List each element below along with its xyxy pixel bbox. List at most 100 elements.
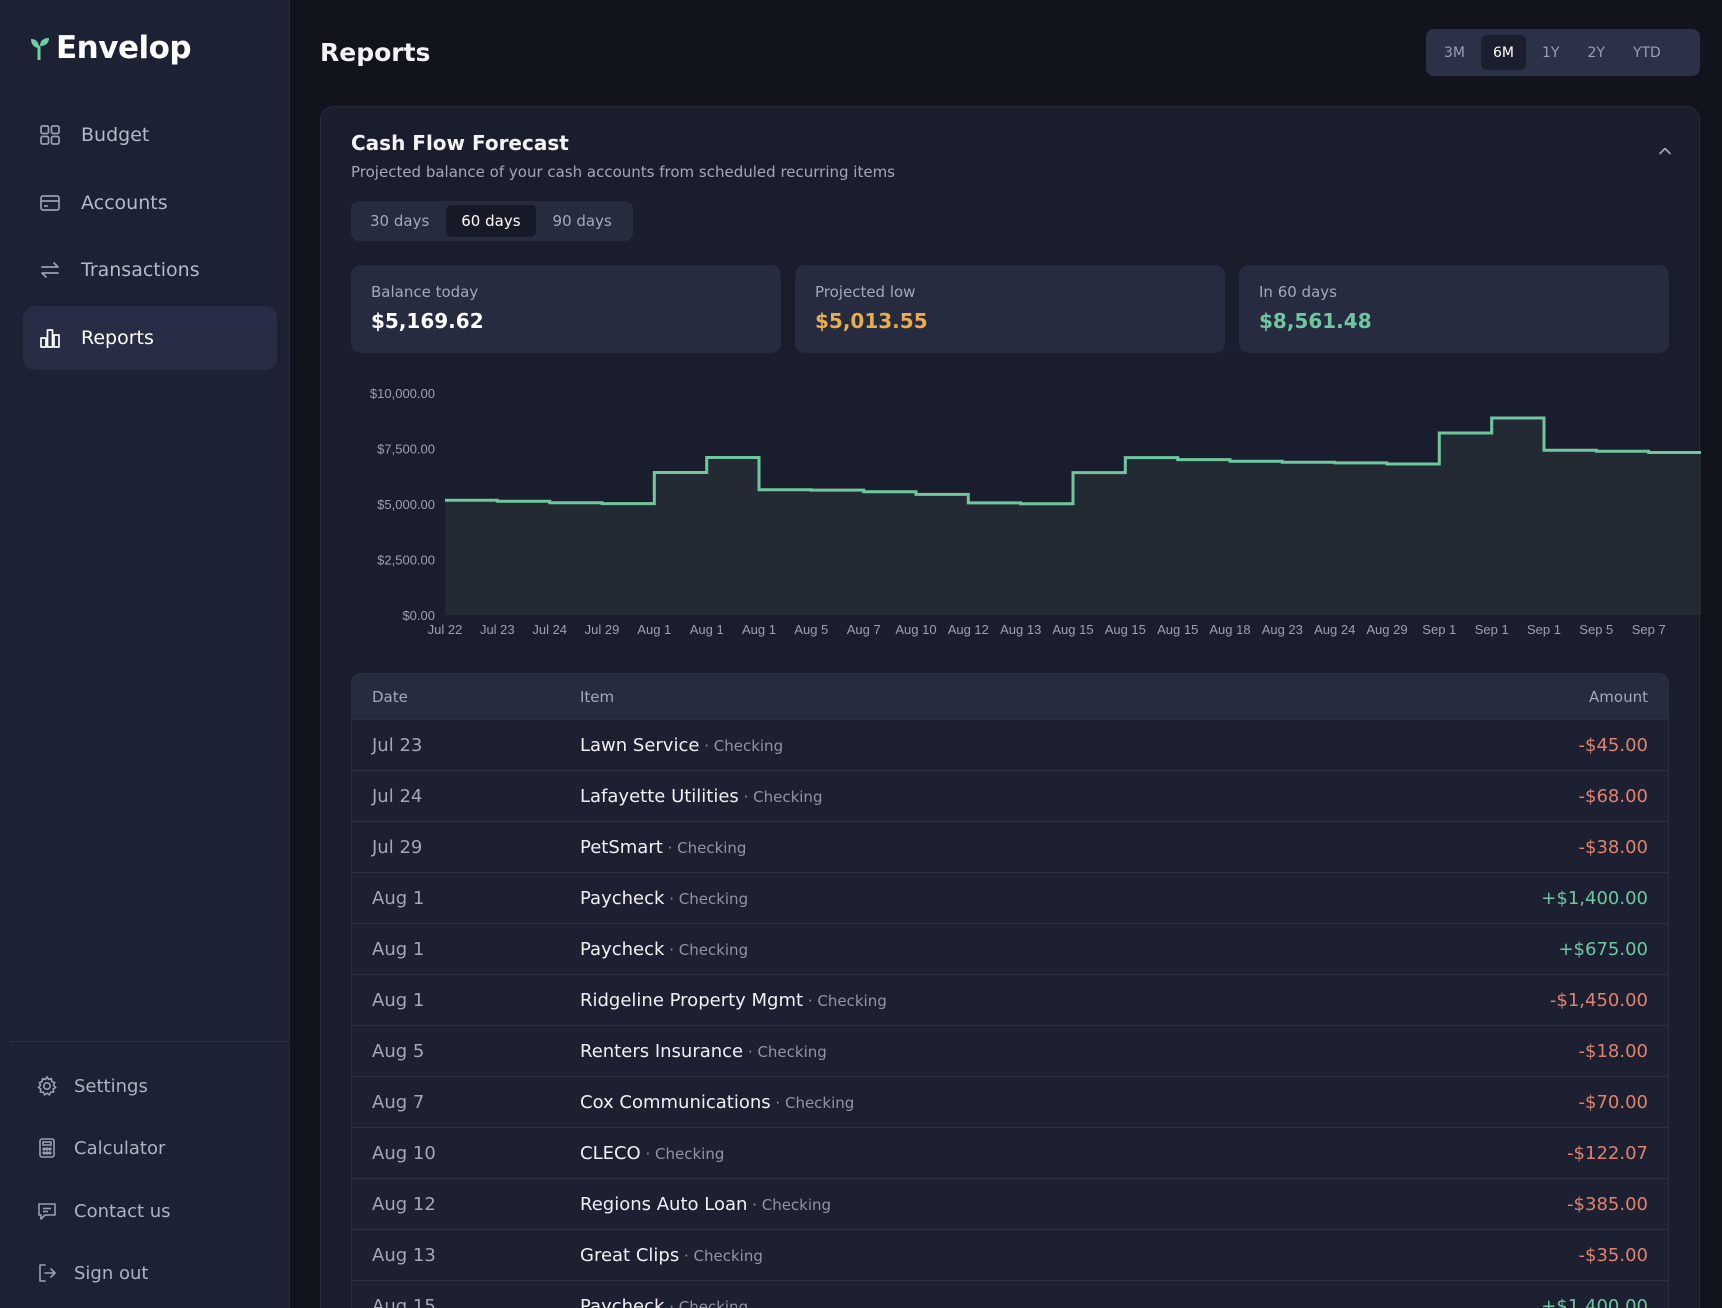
- x-tick-label: Aug 15: [1052, 622, 1093, 637]
- x-tick-label: Aug 1: [637, 622, 671, 637]
- table-row[interactable]: Aug 5 Renters Insurance · Checking -$18.00: [352, 1025, 1668, 1076]
- separator-dot: ·: [743, 1042, 758, 1061]
- item-account: Checking: [678, 1297, 749, 1308]
- row-amount: +$1,400.00: [1541, 887, 1648, 909]
- chevron-up-icon[interactable]: [1657, 143, 1673, 159]
- brand-logo[interactable]: Envelop: [30, 30, 192, 66]
- card-title: Cash Flow Forecast: [351, 131, 569, 155]
- days-60-button[interactable]: 60 days: [446, 205, 536, 237]
- item-name: Lawn Service: [580, 734, 700, 756]
- nav-item-accounts[interactable]: Accounts: [23, 171, 277, 235]
- x-tick-label: Aug 29: [1366, 622, 1407, 637]
- nav-item-transactions[interactable]: Transactions: [23, 238, 277, 302]
- balance-step[interactable]: [1335, 461, 1387, 465]
- balance-step[interactable]: [1021, 502, 1073, 506]
- calculator-link[interactable]: Calculator: [36, 1137, 165, 1159]
- row-date: Aug 1: [372, 887, 425, 909]
- x-tick-label: Jul 23: [480, 622, 515, 637]
- balance-step[interactable]: [759, 488, 811, 492]
- balance-step[interactable]: [1073, 471, 1125, 475]
- row-amount: -$70.00: [1578, 1091, 1648, 1113]
- balance-step[interactable]: [1178, 458, 1230, 462]
- row-date: Aug 10: [372, 1142, 436, 1164]
- range-1y-button[interactable]: 1Y: [1542, 44, 1560, 61]
- balance-step[interactable]: [445, 498, 497, 502]
- stat-value: $8,561.48: [1259, 309, 1372, 333]
- balance-step[interactable]: [864, 490, 916, 494]
- balance-step[interactable]: [1649, 451, 1701, 455]
- separator-dot: ·: [664, 1297, 679, 1308]
- days-90-button[interactable]: 90 days: [552, 212, 612, 230]
- balance-step[interactable]: [602, 502, 654, 506]
- table-row[interactable]: Jul 29 PetSmart · Checking -$38.00: [352, 821, 1668, 872]
- balance-step[interactable]: [1439, 431, 1491, 435]
- item-name: Paycheck: [580, 1295, 665, 1308]
- separator-dot: ·: [662, 838, 678, 857]
- item-name: Paycheck: [580, 887, 665, 909]
- separator-dot: ·: [699, 736, 714, 755]
- sign-out-link[interactable]: Sign out: [36, 1262, 148, 1284]
- table-row[interactable]: Aug 10 CLECO · Checking -$122.07: [352, 1127, 1668, 1178]
- table-row[interactable]: Aug 12 Regions Auto Loan · Checking -$385.…: [352, 1178, 1668, 1229]
- item-name: Renters Insurance: [580, 1040, 744, 1062]
- balance-step[interactable]: [654, 471, 706, 475]
- row-date: Jul 23: [372, 734, 423, 756]
- separator-dot: ·: [770, 1093, 785, 1112]
- balance-step[interactable]: [811, 488, 863, 492]
- leaf-icon: [31, 38, 49, 60]
- balance-step[interactable]: [916, 492, 968, 496]
- table-row[interactable]: Aug 1 Paycheck · Checking +$675.00: [352, 923, 1668, 974]
- nav-item-budget[interactable]: Budget: [23, 103, 277, 167]
- table-row[interactable]: Jul 23 Lawn Service · Checking -$45.00: [352, 719, 1668, 770]
- x-tick-label: Sep 1: [1475, 622, 1509, 637]
- balance-step[interactable]: [1544, 448, 1596, 452]
- table-row[interactable]: Aug 15 Paycheck · Checking +$1,400.00: [352, 1280, 1668, 1308]
- y-tick-label: $10,000.00: [370, 386, 435, 401]
- contact-us-link[interactable]: Contact us: [36, 1200, 171, 1222]
- x-tick-label: Sep 1: [1527, 622, 1561, 637]
- separator-dot: ·: [664, 889, 679, 908]
- table-row[interactable]: Jul 24 Lafayette Utilities · Checking -$68…: [352, 770, 1668, 821]
- balance-step[interactable]: [1282, 460, 1334, 464]
- days-30-button[interactable]: 30 days: [370, 212, 430, 230]
- x-tick-label: Aug 1: [742, 622, 776, 637]
- table-row[interactable]: Aug 1 Ridgeline Property Mgmt · Checking -…: [352, 974, 1668, 1025]
- nav-label: Transactions: [81, 259, 200, 281]
- cash-flow-forecast-card: Cash Flow Forecast Projected balance of …: [320, 106, 1701, 1308]
- balance-step[interactable]: [550, 501, 602, 505]
- balance-step[interactable]: [497, 499, 549, 503]
- nav-item-reports[interactable]: Reports: [23, 306, 277, 370]
- item-name: Ridgeline Property Mgmt: [580, 989, 804, 1011]
- balance-step[interactable]: [1387, 462, 1439, 466]
- row-item: Lawn Service · Checking: [580, 735, 1448, 756]
- item-name: Great Clips: [580, 1244, 680, 1266]
- row-item: PetSmart · Checking: [580, 837, 1448, 858]
- balance-step[interactable]: [1596, 449, 1648, 453]
- table-row[interactable]: Aug 7 Cox Communications · Checking -$70.0…: [352, 1076, 1668, 1127]
- balance-step[interactable]: [1230, 459, 1282, 463]
- item-name: CLECO: [580, 1142, 641, 1164]
- item-name: Regions Auto Loan: [580, 1193, 748, 1215]
- range-2y-button[interactable]: 2Y: [1587, 44, 1605, 61]
- table-row[interactable]: Aug 1 Paycheck · Checking +$1,400.00: [352, 872, 1668, 923]
- row-amount: -$45.00: [1578, 734, 1648, 756]
- balance-step[interactable]: [707, 456, 759, 460]
- nav-label: Budget: [81, 124, 150, 146]
- balance-step[interactable]: [1125, 456, 1177, 460]
- settings-label: Settings: [74, 1075, 148, 1097]
- balance-step[interactable]: [1492, 416, 1544, 420]
- row-date: Aug 1: [372, 938, 425, 960]
- row-amount: -$35.00: [1578, 1244, 1648, 1266]
- range-ytd-button[interactable]: YTD: [1632, 44, 1661, 61]
- balance-step[interactable]: [968, 501, 1020, 505]
- range-6m-button[interactable]: 6M: [1481, 35, 1526, 70]
- row-date: Aug 1: [372, 989, 425, 1011]
- row-item: Paycheck · Checking: [580, 888, 1448, 909]
- grid-icon: [39, 124, 61, 146]
- row-date: Aug 12: [372, 1193, 436, 1215]
- range-3m-button[interactable]: 3M: [1444, 44, 1465, 61]
- settings-link[interactable]: Settings: [36, 1075, 148, 1097]
- separator-dot: ·: [679, 1246, 694, 1265]
- item-account: Checking: [693, 1246, 763, 1265]
- table-row[interactable]: Aug 13 Great Clips · Checking -$35.00: [352, 1229, 1668, 1280]
